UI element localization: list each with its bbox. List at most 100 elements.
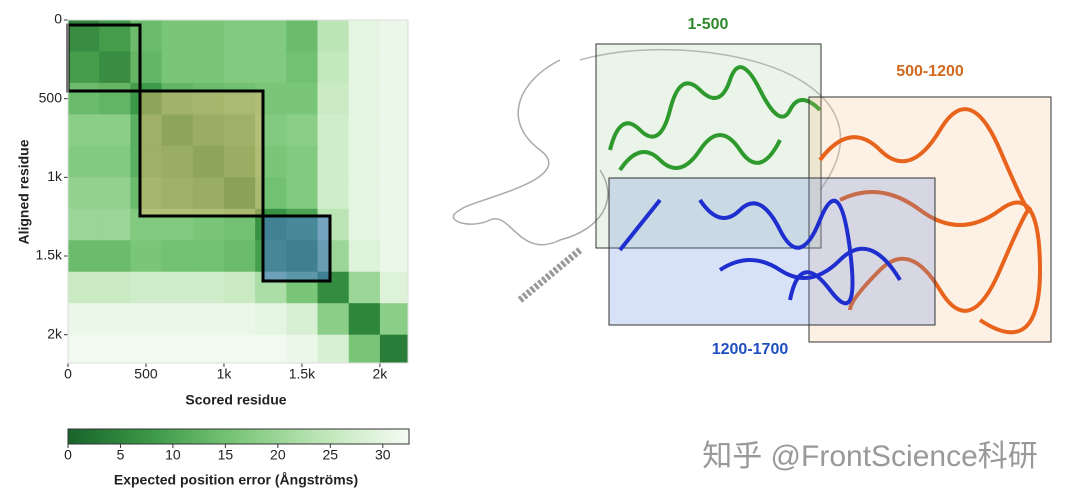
heat-cell <box>192 240 225 273</box>
heat-cell <box>286 177 319 210</box>
heat-cell <box>68 334 100 364</box>
domain-box <box>66 23 142 93</box>
heat-cell <box>130 51 163 84</box>
heat-cell <box>68 145 100 178</box>
heat-cell <box>379 145 409 178</box>
domain-label: 1200-1700 <box>712 341 789 358</box>
heat-cell <box>68 303 100 336</box>
heat-cell <box>286 145 319 178</box>
x-tick-label: 0 <box>64 366 72 382</box>
heat-cell <box>286 20 319 52</box>
heat-cell <box>255 177 287 210</box>
heat-cell <box>255 114 287 147</box>
heat-cell <box>99 208 131 241</box>
heat-cell <box>348 271 381 304</box>
heat-cell <box>317 177 350 210</box>
domain-label: 500-1200 <box>896 63 964 80</box>
plot-frame <box>67 19 409 364</box>
heat-cell <box>99 240 131 273</box>
colorbar-tick-label: 25 <box>323 447 339 463</box>
helix <box>818 107 1043 335</box>
colorbar-tick-label: 10 <box>165 447 181 463</box>
heat-cell <box>192 82 225 115</box>
coil <box>579 48 842 191</box>
heat-cell <box>223 51 256 84</box>
heat-cell <box>130 303 163 336</box>
heat-cell <box>255 82 287 115</box>
colorbar-tick-label: 5 <box>117 447 125 463</box>
heat-cell <box>130 208 163 241</box>
heat-cell <box>348 177 381 210</box>
heat-cell <box>130 177 163 210</box>
heat-cell <box>348 145 381 178</box>
domain-box <box>595 43 822 249</box>
x-tick-label: 1k <box>217 366 233 382</box>
heat-cell <box>161 334 194 364</box>
heat-cell <box>68 82 100 115</box>
y-tick-label: 0 <box>54 11 62 27</box>
colorbar-tick-label: 0 <box>64 447 72 463</box>
heat-cell <box>223 303 256 336</box>
heat-cell <box>223 145 256 178</box>
heat-cell <box>161 51 194 84</box>
heat-cell <box>348 240 381 273</box>
heat-cell <box>286 334 319 364</box>
heat-cell <box>161 303 194 336</box>
heat-cell <box>192 20 225 52</box>
colorbar <box>67 428 410 445</box>
heat-cell <box>68 240 100 273</box>
heat-cell <box>348 334 381 364</box>
domain-box <box>261 214 332 283</box>
heat-cell <box>379 271 409 304</box>
heat-cell <box>348 20 381 52</box>
heat-cell <box>99 145 131 178</box>
heat-cell <box>223 82 256 115</box>
heat-cell <box>223 271 256 304</box>
heat-cell <box>99 177 131 210</box>
heat-cell <box>286 114 319 147</box>
heat-cell <box>192 208 225 241</box>
domain-box <box>138 89 265 218</box>
heat-cell <box>317 20 350 52</box>
heat-cell <box>68 208 100 241</box>
heat-cell <box>379 177 409 210</box>
heat-cell <box>68 271 100 304</box>
y-tick-label: 1k <box>47 168 63 184</box>
heat-cell <box>99 334 131 364</box>
y-tick-label: 500 <box>39 89 63 105</box>
colorbar-label: Expected position error (Ångströms) <box>114 472 358 488</box>
y-axis-label: Aligned residue <box>16 139 32 244</box>
heat-cell <box>317 334 350 364</box>
colorbar-tick-label: 30 <box>375 447 391 463</box>
heat-cell <box>130 114 163 147</box>
heat-cell <box>223 114 256 147</box>
colorbar-tick-label: 15 <box>218 447 234 463</box>
x-tick-label: 2k <box>373 366 389 382</box>
watermark: 知乎 @FrontScience科研 <box>702 440 1038 473</box>
heat-cell <box>223 240 256 273</box>
protein-structure: 1-500 500-1200 1200-1700 <box>452 16 1052 358</box>
heat-cell <box>130 271 163 304</box>
heat-cell <box>161 208 194 241</box>
heat-cell <box>161 240 194 273</box>
heat-cell <box>192 51 225 84</box>
heat-cell <box>317 82 350 115</box>
heat-cell <box>130 240 163 273</box>
x-tick-label: 1.5k <box>289 366 316 382</box>
heat-cell <box>161 177 194 210</box>
heat-cell <box>161 114 194 147</box>
heat-cell <box>130 82 163 115</box>
heat-cell <box>379 208 409 241</box>
heat-cell <box>161 20 194 52</box>
heat-cell <box>192 334 225 364</box>
heat-cell <box>379 240 409 273</box>
heat-cell <box>99 303 131 336</box>
heat-cell <box>286 303 319 336</box>
heat-cell <box>317 51 350 84</box>
domain-box <box>608 177 936 326</box>
heat-cell <box>348 51 381 84</box>
heatmap <box>66 20 409 364</box>
heat-cell <box>99 114 131 147</box>
heat-cell <box>68 51 100 84</box>
heat-cell <box>192 177 225 210</box>
